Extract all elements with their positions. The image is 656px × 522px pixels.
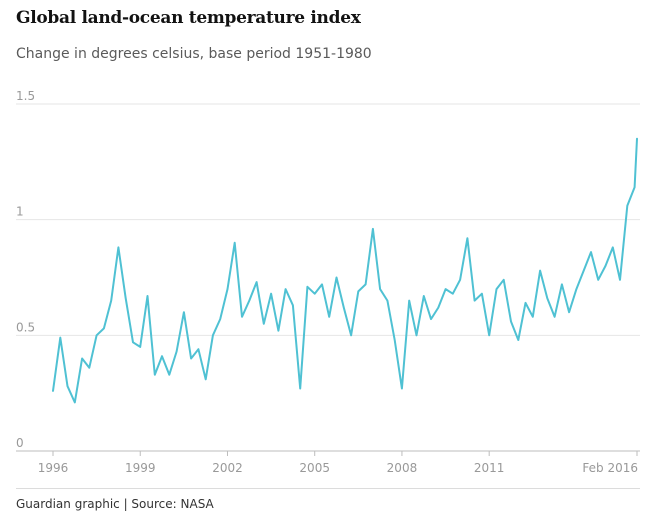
chart-title: Global land-ocean temperature index — [16, 8, 361, 28]
x-tick-marks — [52, 451, 638, 456]
x-tick-label: 2005 — [299, 461, 330, 475]
footer-divider — [16, 488, 640, 489]
y-gridlines — [16, 103, 640, 336]
series-lines — [52, 137, 638, 404]
x-tick-label: 2008 — [387, 461, 418, 475]
series-line — [52, 137, 638, 404]
y-tick-label: 0 — [16, 436, 24, 450]
y-tick-label: 1.5 — [16, 89, 35, 103]
line-chart: 0 0.5 1 1.5 1996 1999 2002 2005 2008 2011 Feb 201… — [16, 89, 640, 475]
x-tick-label: Feb 2016 — [582, 461, 638, 475]
x-tick-label: 1999 — [125, 461, 156, 475]
y-tick-labels: 0 0.5 1 1.5 — [16, 89, 35, 450]
x-tick-label: 1996 — [38, 461, 69, 475]
y-tick-label: 0.5 — [16, 320, 35, 334]
x-tick-label: 2011 — [474, 461, 505, 475]
source-credit: Guardian graphic | Source: NASA — [16, 497, 214, 511]
y-tick-label: 1 — [16, 205, 24, 219]
chart-subtitle: Change in degrees celsius, base period 1… — [16, 46, 372, 62]
x-tick-labels: 1996 1999 2002 2005 2008 2011 Feb 2016 — [38, 461, 638, 475]
x-tick-label: 2002 — [212, 461, 243, 475]
